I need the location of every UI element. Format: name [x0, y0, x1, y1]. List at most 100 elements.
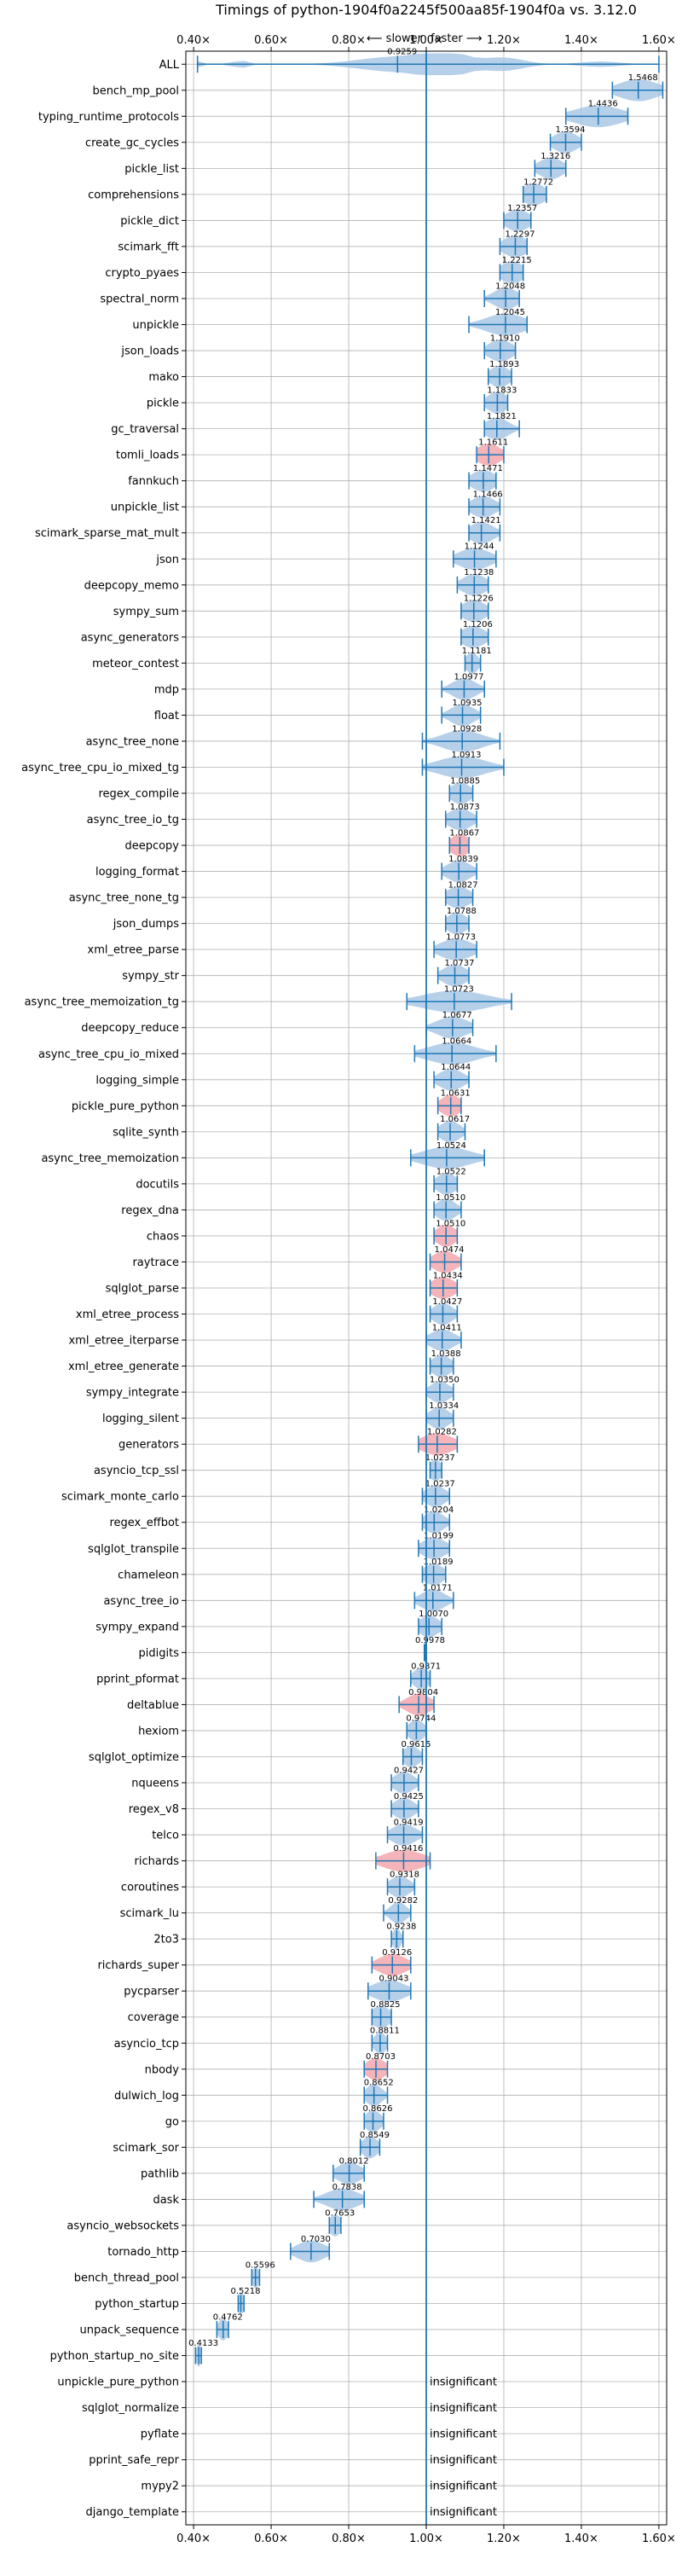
benchmark-name: python_startup [95, 2298, 179, 2311]
benchmark-name: async_tree_io [103, 1595, 179, 1608]
benchmark-row: pickle_list 1.3216 [124, 152, 570, 180]
benchmark-row: nbody 0.8703 [145, 2052, 396, 2080]
benchmark-row: python_startup_no_site 0.4133 [50, 2339, 218, 2367]
value-label: 0.7030 [301, 2235, 331, 2244]
value-label: 0.8012 [339, 2156, 369, 2166]
benchmark-row: xml_etree_iterparse 1.0411 [68, 1323, 462, 1351]
slower-hint: ⟵ slower [367, 32, 423, 45]
value-label: 0.9425 [394, 1792, 424, 1801]
value-label: 1.1611 [478, 438, 508, 448]
benchmark-name: sympy_expand [95, 1621, 179, 1633]
benchmark-row: richards 0.9416 [135, 1844, 431, 1872]
benchmark-row: xml_etree_generate 1.0388 [68, 1349, 461, 1378]
benchmark-name: create_gc_cycles [85, 136, 179, 149]
benchmark-row: chameleon 1.0189 [118, 1558, 454, 1586]
benchmark-name: coroutines [121, 1882, 179, 1894]
benchmark-row: async_tree_cpu_io_mixed_tg 1.0913 [21, 751, 505, 779]
benchmark-row: pickle_pure_python 1.0631 [72, 1089, 471, 1117]
value-label: 0.4762 [213, 2312, 243, 2322]
benchmark-row: sympy_sum 1.1226 [113, 595, 494, 623]
benchmark-name: deepcopy_reduce [81, 1022, 179, 1035]
benchmark-name: chaos [147, 1230, 179, 1243]
benchmark-row: asyncio_tcp_ssl 1.0237 [94, 1453, 455, 1482]
insignificant-label: insignificant [430, 2376, 497, 2389]
benchmark-name: dask [153, 2194, 179, 2207]
benchmark-row: asyncio_tcp 0.8811 [114, 2027, 400, 2055]
benchmark-name: deepcopy_memo [84, 579, 179, 592]
benchmark-row: logging_silent 1.0334 [102, 1401, 459, 1430]
value-label: 0.9043 [379, 1975, 408, 1984]
insignificant-label: insignificant [430, 2506, 497, 2519]
benchmark-row: sqlglot_normalize insignificant [82, 2402, 497, 2415]
benchmark-name: asyncio_tcp [114, 2038, 179, 2051]
benchmark-name: deltablue [127, 1699, 179, 1712]
benchmark-row: pycparser 0.9043 [124, 1975, 412, 2003]
benchmark-row: comprehensions 1.2772 [88, 177, 553, 206]
benchmark-name: unpickle_pure_python [57, 2376, 179, 2389]
value-label: 0.5218 [230, 2287, 260, 2296]
benchmark-name: json_dumps [113, 918, 179, 931]
value-label: 1.1181 [462, 647, 492, 656]
benchmark-name: docutils [136, 1178, 179, 1191]
value-label: 0.9238 [386, 1923, 416, 1932]
value-label: 0.8652 [364, 2079, 394, 2088]
benchmark-name: ALL [159, 59, 180, 72]
benchmark-row: scimark_monte_carlo 1.0237 [61, 1480, 455, 1508]
benchmark-row: asyncio_websockets 0.7653 [66, 2208, 355, 2237]
benchmark-row: mdp 1.0977 [154, 672, 485, 700]
benchmark-name: pycparser [124, 1986, 179, 1999]
benchmark-name: mdp [154, 683, 179, 696]
benchmark-row: logging_format 1.0839 [95, 855, 478, 883]
value-label: 1.1466 [473, 490, 503, 500]
benchmark-row: crypto_pyaes 1.2215 [105, 256, 532, 284]
benchmark-name: pickle [147, 397, 179, 410]
value-label: 0.9744 [406, 1714, 436, 1723]
benchmark-row: deepcopy_reduce 1.0677 [81, 1011, 474, 1039]
benchmark-name: sqlglot_transpile [88, 1543, 179, 1556]
benchmark-name: async_tree_none [86, 735, 179, 748]
benchmark-name: generators [118, 1439, 179, 1452]
benchmark-name: xml_etree_generate [68, 1361, 179, 1373]
faster-hint: faster ⟶ [431, 32, 483, 45]
benchmark-row: deepcopy 1.0867 [124, 828, 479, 856]
value-label: 1.0237 [425, 1453, 455, 1463]
benchmark-name: logging_format [95, 866, 179, 879]
x-tick-label-bottom: 0.40× [176, 2532, 211, 2545]
x-tick-label-bottom: 1.40× [564, 2532, 598, 2545]
benchmark-row: mypy2 insignificant [141, 2480, 497, 2493]
benchmark-row: json_loads 1.1910 [120, 334, 520, 362]
benchmark-name: sympy_sum [113, 606, 179, 618]
benchmark-name: sqlglot_optimize [89, 1751, 179, 1764]
benchmark-row: regex_compile 1.0885 [98, 776, 480, 804]
benchmark-row: sympy_integrate 1.0350 [86, 1376, 459, 1403]
value-label: 1.1471 [473, 464, 503, 473]
benchmark-name: async_tree_memoization_tg [25, 996, 179, 1009]
benchmark-name: pickle_dict [120, 215, 179, 228]
benchmark-name: hexiom [138, 1725, 179, 1738]
benchmark-row: create_gc_cycles 1.3594 [85, 125, 585, 154]
value-label: 1.0388 [431, 1349, 461, 1359]
benchmark-name: nbody [145, 2063, 180, 2076]
benchmark-row: pidigits 0.9978 [139, 1636, 445, 1664]
value-label: 0.8549 [360, 2131, 390, 2140]
benchmark-name: json [155, 554, 179, 566]
value-label: 0.9419 [394, 1818, 424, 1827]
benchmark-name: regex_dna [121, 1204, 179, 1217]
benchmark-row: unpickle_list 1.1466 [111, 490, 503, 519]
benchmark-row: telco 0.9419 [152, 1818, 424, 1846]
value-label: 0.8811 [370, 2027, 400, 2036]
benchmark-name: 2to3 [153, 1934, 179, 1947]
value-label: 0.9318 [390, 1871, 419, 1880]
benchmark-name: regex_v8 [129, 1803, 179, 1816]
benchmark-row: async_generators 1.1206 [81, 620, 493, 648]
value-label: 1.0839 [448, 855, 478, 864]
benchmark-row: sympy_expand 1.0070 [95, 1610, 448, 1638]
benchmark-row: richards_super 0.9126 [97, 1948, 412, 1976]
value-label: 0.9282 [388, 1896, 418, 1906]
bottom-tick-labels: 0.40× 0.60× 0.80× 1.00× 1.20× 1.40× 1.60× [176, 2525, 676, 2545]
x-tick-label-top: 1.60× [642, 34, 676, 47]
benchmark-name: bench_mp_pool [92, 84, 179, 97]
value-label: 1.2215 [502, 256, 532, 265]
benchmark-row: sympy_str 1.0737 [122, 959, 475, 987]
value-label: 1.1833 [487, 386, 517, 396]
